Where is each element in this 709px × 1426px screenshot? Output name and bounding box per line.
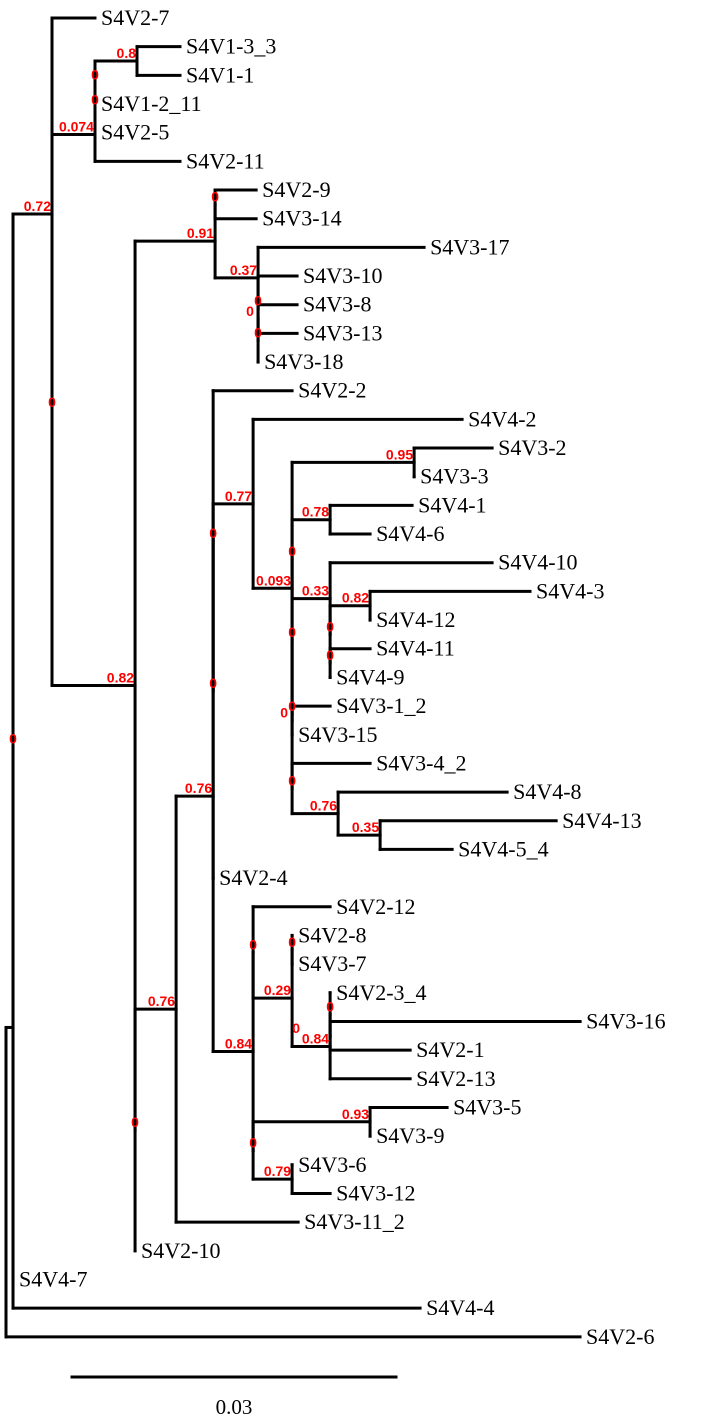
leaf-label: S4V3-15 [298,722,377,747]
support-value: 0 [326,618,334,634]
support-value: 0 [288,698,296,714]
support-value: 0.8 [117,45,137,61]
support-value: 0.82 [107,670,134,686]
support-value: 0 [249,936,257,952]
leaf-label: S4V3-10 [303,263,382,288]
leaf-label: S4V2-5 [101,120,169,145]
leaf-label: S4V1-3_3 [186,34,276,59]
leaf-label: S4V4-2 [468,406,536,431]
support-value: 0.78 [302,504,329,520]
leaf-label: S4V2-4 [219,865,287,890]
support-value: 0 [211,188,219,204]
support-value: 0.76 [148,993,175,1009]
scale-bar-label: 0.03 [216,1395,253,1419]
support-value: 0.72 [24,198,51,214]
leaf-label: S4V3-3 [420,464,488,489]
leaf-label: S4V2-6 [586,1324,654,1349]
support-value: 0 [326,998,334,1014]
leaf-label: S4V4-4 [426,1295,494,1320]
support-value: 0 [9,731,17,747]
support-value: 0.77 [225,488,252,504]
leaf-label: S4V2-11 [186,148,265,173]
support-value: 0.76 [185,780,212,796]
support-value: 0 [254,325,262,341]
support-value: 0.84 [302,1031,329,1047]
support-value: 0.84 [225,1035,252,1051]
support-value: 0 [48,394,56,410]
support-value: 0.35 [352,819,379,835]
support-value: 0 [292,1020,300,1036]
support-value: 0.29 [264,982,291,998]
leaf-label: S4V4-7 [19,1266,87,1291]
leaf-label: S4V3-7 [298,951,366,976]
support-value: 0.33 [302,583,329,599]
support-values: 00.7200.074000.80.820.9100.3700000.760.7… [9,45,413,1179]
support-value: 0 [288,624,296,640]
leaf-label: S4V2-8 [298,922,366,947]
leaf-label: S4V1-1 [186,62,254,87]
leaf-label: S4V3-8 [303,292,371,317]
support-value: 0.91 [187,225,214,241]
leaf-label: S4V3-18 [264,349,343,374]
leaf-label: S4V2-12 [336,894,415,919]
leaf-label: S4V2-10 [141,1238,220,1263]
leaf-label: S4V3-17 [430,234,509,259]
support-value: 0.79 [264,1163,291,1179]
leaf-label: S4V2-9 [262,177,330,202]
support-value: 0.093 [256,572,291,588]
support-value: 0 [280,704,288,720]
leaf-label: S4V3-14 [262,206,341,231]
support-value: 0 [288,934,296,950]
leaf-label: S4V3-1_2 [336,693,426,718]
support-value: 0 [246,303,254,319]
leaf-label: S4V3-9 [376,1123,444,1148]
leaf-label: S4V3-16 [586,1008,665,1033]
leaf-label: S4V2-3_4 [336,980,426,1005]
leaf-label: S4V4-13 [562,808,641,833]
leaf-label: S4V3-12 [336,1180,415,1205]
leaf-label: S4V4-1 [418,492,486,517]
leaf-label: S4V4-11 [376,636,455,661]
scale-bar: 0.03 [70,1375,398,1419]
support-value: 0 [326,647,334,663]
support-value: 0.95 [386,446,413,462]
support-value: 0 [131,1114,139,1130]
leaf-label: S4V2-7 [101,5,169,30]
leaf-label: S4V3-4_2 [376,750,466,775]
support-value: 0.76 [310,798,337,814]
support-value: 0.37 [230,262,257,278]
leaf-label: S4V3-13 [303,320,382,345]
leaf-label: S4V4-5_4 [458,836,548,861]
leaf-label: S4V2-13 [416,1066,495,1091]
support-value: 0 [209,675,217,691]
leaf-label: S4V4-8 [513,779,581,804]
support-value: 0.82 [342,590,369,606]
support-value: 0 [91,67,99,83]
leaf-label: S4V3-6 [298,1152,366,1177]
support-value: 0 [249,1134,257,1150]
leaf-label: S4V4-6 [376,521,444,546]
leaf-label: S4V4-10 [498,550,577,575]
support-value: 0 [209,525,217,541]
support-value: 0 [254,292,262,308]
support-value: 0.93 [342,1106,369,1122]
leaf-label: S4V2-2 [298,378,366,403]
support-value: 0.074 [59,118,94,134]
tree-branches [4,16,582,1339]
leaf-label: S4V4-3 [536,578,604,603]
leaf-label: S4V4-12 [376,607,455,632]
leaf-label: S4V2-1 [416,1037,484,1062]
support-value: 0 [288,543,296,559]
support-value: 0 [91,92,99,108]
leaf-labels: S4V2-7 S4V1-3_3 S4V1-1 S4V1-2_11 S4V2-5 S4V2-… [19,5,666,1349]
leaf-label: S4V3-11_2 [304,1209,405,1234]
leaf-label: S4V1-2_11 [101,91,202,116]
support-value: 0 [288,773,296,789]
leaf-label: S4V4-9 [336,664,404,689]
leaf-label: S4V3-5 [453,1094,521,1119]
leaf-label: S4V3-2 [498,435,566,460]
